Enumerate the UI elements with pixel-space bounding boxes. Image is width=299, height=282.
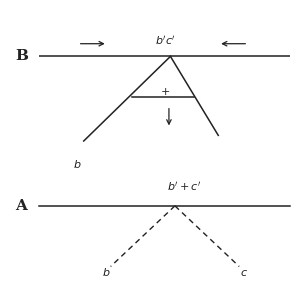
Text: B: B <box>15 49 28 63</box>
Text: $b'c'$: $b'c'$ <box>155 34 176 47</box>
Text: A: A <box>15 199 27 213</box>
Text: $c$: $c$ <box>240 268 248 278</box>
Text: $b$: $b$ <box>102 266 110 278</box>
Text: $b$: $b$ <box>74 158 82 170</box>
Text: +: + <box>161 87 171 97</box>
Text: $b'+c'$: $b'+c'$ <box>167 180 201 193</box>
